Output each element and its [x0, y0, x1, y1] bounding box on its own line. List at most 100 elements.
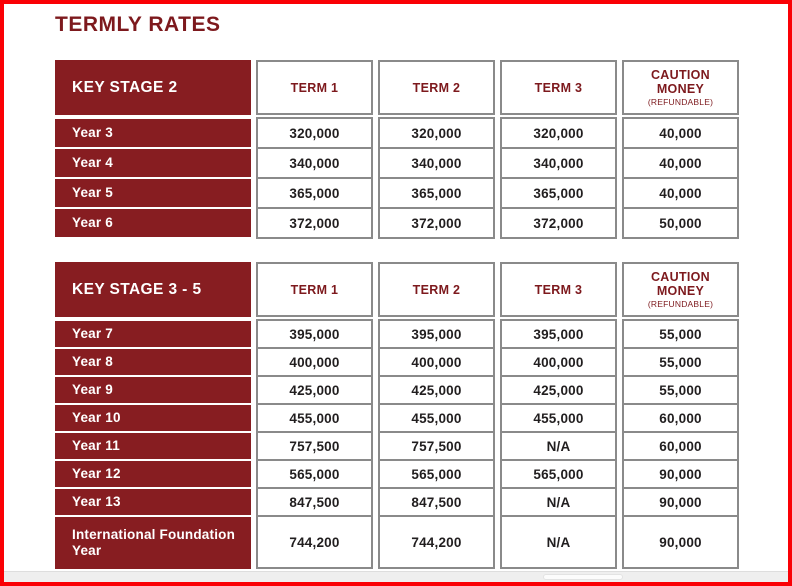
rate-cell: 55,000: [624, 347, 737, 375]
rate-cell: 365,000: [258, 177, 371, 207]
column-header-label: TERM 2: [412, 282, 461, 297]
rate-cell: 744,200: [258, 515, 371, 567]
ks35-stage-column: KEY STAGE 3 - 5 Year 7 Year 8 Year 9 Yea…: [55, 262, 251, 569]
ks35-caution-values: 55,000 55,000 55,000 60,000 60,000 90,00…: [622, 319, 739, 569]
rate-cell: 40,000: [659, 125, 702, 141]
ks35-caution-header: CAUTION MONEY (REFUNDABLE): [622, 262, 739, 317]
rate-cell: 847,500: [380, 487, 493, 515]
rate-cell: 40,000: [624, 147, 737, 177]
ks35-term3-column: TERM 3 395,000 400,000 425,000 455,000 N…: [500, 262, 617, 569]
rate-cell: 372,000: [258, 207, 371, 237]
row-label: Year 10: [55, 405, 251, 431]
rate-cell: 55,000: [624, 375, 737, 403]
rate-cell: N/A: [502, 515, 615, 567]
ks2-term1-column: TERM 1 320,000 340,000 365,000 372,000: [256, 60, 373, 239]
ks35-term2-column: TERM 2 395,000 400,000 425,000 455,000 7…: [378, 262, 495, 569]
rate-cell: 565,000: [502, 459, 615, 487]
ks35-stage-header: KEY STAGE 3 - 5: [55, 262, 251, 317]
rate-cell: 340,000: [258, 147, 371, 177]
rate-cell: 455,000: [258, 403, 371, 431]
column-header-label: TERM 3: [534, 80, 583, 95]
ks2-term3-values: 320,000 340,000 365,000 372,000: [500, 117, 617, 239]
row-label: Year 5: [55, 179, 251, 207]
refundable-note: (REFUNDABLE): [647, 299, 714, 309]
rate-cell: 340,000: [502, 147, 615, 177]
rate-cell: 757,500: [258, 431, 371, 459]
ks2-term3-header: TERM 3: [500, 60, 617, 115]
rate-cell: 320,000: [411, 125, 462, 141]
ks35-term3-values: 395,000 400,000 425,000 455,000 N/A 565,…: [500, 319, 617, 569]
row-label: Year 8: [55, 349, 251, 375]
row-label: Year 13: [55, 489, 251, 515]
rate-cell: 90,000: [624, 515, 737, 567]
rate-cell: 372,000: [380, 207, 493, 237]
rate-cell: 395,000: [411, 326, 462, 342]
ks2-stage-column: KEY STAGE 2 Year 3 Year 4 Year 5 Year 6: [55, 60, 251, 239]
rate-cell: N/A: [502, 487, 615, 515]
column-header-label: TERM 3: [534, 282, 583, 297]
rate-cell: 425,000: [502, 375, 615, 403]
rate-cell: 400,000: [380, 347, 493, 375]
refundable-note: (REFUNDABLE): [647, 97, 714, 107]
rate-cell: 395,000: [289, 326, 340, 342]
page-title: TERMLY RATES: [55, 13, 221, 36]
ks2-term3-column: TERM 3 320,000 340,000 365,000 372,000: [500, 60, 617, 239]
ks35-term1-values: 395,000 400,000 425,000 455,000 757,500 …: [256, 319, 373, 569]
ks35-term1-header: TERM 1: [256, 262, 373, 317]
row-label: Year 11: [55, 433, 251, 459]
rate-cell: 365,000: [380, 177, 493, 207]
rate-cell: 90,000: [624, 487, 737, 515]
ks2-term1-header: TERM 1: [256, 60, 373, 115]
column-header-label: TERM 2: [412, 80, 461, 95]
rate-cell: 400,000: [502, 347, 615, 375]
rate-cell: N/A: [502, 431, 615, 459]
rate-cell: 60,000: [624, 431, 737, 459]
ks2-caution-values: 40,000 40,000 40,000 50,000: [622, 117, 739, 239]
rate-cell: 757,500: [380, 431, 493, 459]
ks2-stage-header: KEY STAGE 2: [55, 60, 251, 115]
row-label: Year 3: [55, 119, 251, 147]
ks2-term1-values: 320,000 340,000 365,000 372,000: [256, 117, 373, 239]
rate-cell: 455,000: [502, 403, 615, 431]
caution-money-label: CAUTION MONEY: [650, 68, 711, 96]
rate-cell: 320,000: [289, 125, 340, 141]
rate-cell: 340,000: [380, 147, 493, 177]
ks35-term2-header: TERM 2: [378, 262, 495, 317]
rate-cell: 372,000: [502, 207, 615, 237]
rate-cell: 565,000: [258, 459, 371, 487]
row-label: Year 4: [55, 149, 251, 177]
rate-cell: 365,000: [502, 177, 615, 207]
key-stage-2-table: KEY STAGE 2 Year 3 Year 4 Year 5 Year 6 …: [55, 60, 739, 239]
row-label: Year 7: [55, 321, 251, 347]
ks35-term1-column: TERM 1 395,000 400,000 425,000 455,000 7…: [256, 262, 373, 569]
rate-cell: 425,000: [258, 375, 371, 403]
rate-cell: 425,000: [380, 375, 493, 403]
ks2-term2-header: TERM 2: [378, 60, 495, 115]
ks2-term2-column: TERM 2 320,000 340,000 365,000 372,000: [378, 60, 495, 239]
rate-cell: 400,000: [258, 347, 371, 375]
ks35-term2-values: 395,000 400,000 425,000 455,000 757,500 …: [378, 319, 495, 569]
column-header-label: TERM 1: [290, 282, 339, 297]
rate-cell: 50,000: [624, 207, 737, 237]
ks2-caution-header: CAUTION MONEY (REFUNDABLE): [622, 60, 739, 115]
ks2-term2-values: 320,000 340,000 365,000 372,000: [378, 117, 495, 239]
row-label: Year 6: [55, 209, 251, 237]
rate-cell: 90,000: [624, 459, 737, 487]
rate-cell: 565,000: [380, 459, 493, 487]
rate-cell: 320,000: [533, 125, 584, 141]
rate-cell: 40,000: [624, 177, 737, 207]
rate-cell: 847,500: [258, 487, 371, 515]
ks35-term3-header: TERM 3: [500, 262, 617, 317]
ks35-caution-column: CAUTION MONEY (REFUNDABLE) 55,000 55,000…: [622, 262, 739, 569]
rate-cell: 395,000: [533, 326, 584, 342]
page-bottom-strip: [4, 571, 788, 582]
ks2-caution-column: CAUTION MONEY (REFUNDABLE) 40,000 40,000…: [622, 60, 739, 239]
column-header-label: TERM 1: [290, 80, 339, 95]
rate-cell: 55,000: [659, 326, 702, 342]
caution-money-label: CAUTION MONEY: [650, 270, 711, 298]
scrollbar-thumb[interactable]: [543, 574, 623, 580]
rate-cell: 455,000: [380, 403, 493, 431]
rate-cell: 744,200: [380, 515, 493, 567]
row-label: Year 9: [55, 377, 251, 403]
